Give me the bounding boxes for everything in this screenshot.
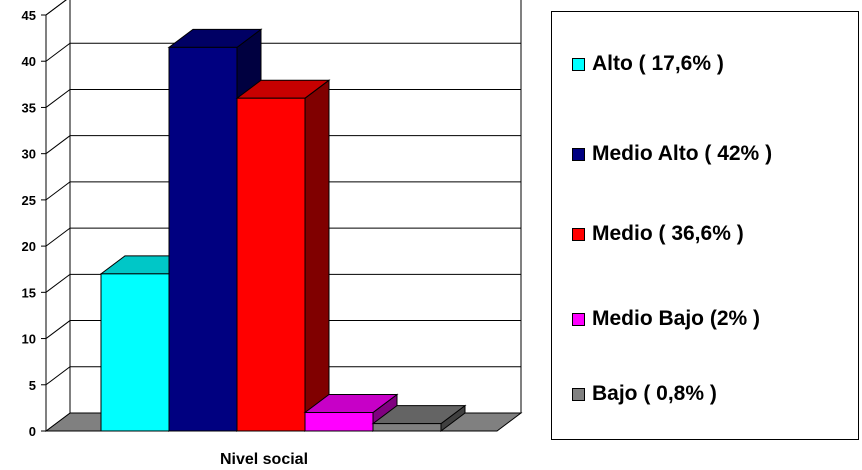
- legend-label-medio-alto: Medio Alto ( 42% ): [592, 142, 773, 165]
- bar-side: [304, 79, 330, 432]
- y-tick-label: 10: [22, 332, 36, 347]
- bars: [99, 28, 467, 432]
- legend-swatch-medio-bajo: [572, 312, 585, 326]
- bar-front: [236, 97, 306, 432]
- legend-swatch-medio: [572, 227, 585, 241]
- gridline: [45, 42, 521, 62]
- side-wall: [45, 0, 71, 432]
- gridline: [45, 0, 67, 16]
- legend-swatch-bajo: [572, 387, 585, 401]
- bar-front: [100, 273, 170, 432]
- gridline: [45, 273, 521, 293]
- legend-label-alto: Alto ( 17,6% ): [592, 52, 724, 75]
- y-axis: 0 5 10 15 20 25 30 35 40 45: [22, 8, 47, 439]
- gridlines: [45, 0, 521, 386]
- legend-item-alto: Alto ( 17,6% ): [572, 52, 724, 76]
- gridline: [45, 88, 521, 108]
- y-tick-label: 25: [22, 193, 36, 208]
- gridline: [45, 135, 521, 155]
- y-tick-label: 0: [29, 424, 36, 439]
- bar-front: [168, 46, 238, 432]
- bar-5: [371, 404, 467, 432]
- y-tick-label: 15: [22, 285, 36, 300]
- gridline: [45, 366, 521, 386]
- legend-item-medio-bajo: Medio Bajo (2% ): [572, 307, 760, 331]
- bar-3: [235, 79, 331, 432]
- y-tick-label: 35: [22, 100, 36, 115]
- y-tick-label: 40: [22, 54, 36, 69]
- gridline: [45, 227, 521, 247]
- gridline: [45, 181, 521, 201]
- legend-swatch-medio-alto: [572, 147, 585, 161]
- legend: Alto ( 17,6% ) Medio Alto ( 42% ) Medio …: [551, 11, 859, 440]
- legend-item-bajo: Bajo ( 0,8% ): [572, 382, 717, 406]
- y-tick-label: 20: [22, 239, 36, 254]
- legend-label-medio: Medio ( 36,6% ): [592, 222, 744, 245]
- gridline: [45, 320, 521, 339]
- y-tick-label: 30: [22, 147, 36, 162]
- y-tick-label: 45: [22, 8, 36, 23]
- legend-label-medio-bajo: Medio Bajo (2% ): [592, 307, 761, 330]
- legend-item-medio: Medio ( 36,6% ): [572, 222, 744, 246]
- legend-label-bajo: Bajo ( 0,8% ): [592, 382, 717, 405]
- bar-front: [372, 423, 442, 432]
- x-axis-label: Nivel social: [220, 451, 308, 468]
- legend-item-medio-alto: Medio Alto ( 42% ): [572, 142, 772, 166]
- y-tick-label: 5: [29, 378, 36, 393]
- legend-swatch-alto: [572, 57, 585, 71]
- bar-front: [304, 412, 374, 432]
